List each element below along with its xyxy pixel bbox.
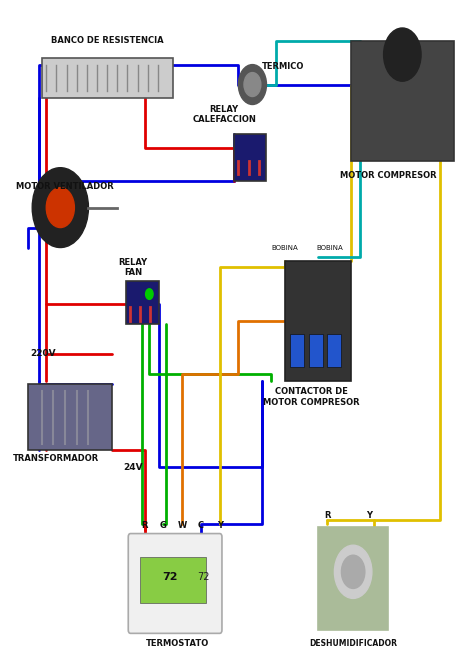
Text: C: C (198, 521, 204, 530)
Text: BANCO DE RESISTENCIA: BANCO DE RESISTENCIA (51, 35, 164, 45)
Bar (27, 384, 112, 450)
Bar (328, 334, 341, 367)
Bar (285, 261, 351, 381)
Text: W: W (177, 521, 187, 530)
FancyBboxPatch shape (128, 534, 222, 633)
Bar (126, 281, 159, 324)
Bar (309, 334, 323, 367)
Text: BOBINA: BOBINA (272, 245, 299, 251)
Text: G: G (160, 521, 167, 530)
Circle shape (146, 289, 153, 299)
Text: TRANSFORMADOR: TRANSFORMADOR (12, 454, 99, 463)
Bar (234, 134, 266, 181)
Text: MOTOR COMPRESOR: MOTOR COMPRESOR (340, 171, 437, 180)
Circle shape (32, 168, 89, 248)
Text: Y: Y (366, 511, 373, 520)
Text: 220V: 220V (30, 349, 55, 359)
Bar (290, 334, 304, 367)
Text: Y: Y (217, 521, 223, 530)
Circle shape (244, 73, 261, 96)
Text: RELAY
FAN: RELAY FAN (118, 258, 147, 277)
Text: CONTACTOR DE
MOTOR COMPRESOR: CONTACTOR DE MOTOR COMPRESOR (263, 387, 359, 407)
Text: R: R (324, 511, 331, 520)
Bar (140, 557, 206, 603)
Text: TERMICO: TERMICO (262, 62, 304, 71)
Text: DESHUMIDIFICADOR: DESHUMIDIFICADOR (309, 639, 397, 648)
Bar (42, 58, 173, 98)
Circle shape (383, 28, 421, 81)
Bar (351, 41, 454, 161)
Text: R: R (141, 521, 148, 530)
Circle shape (46, 188, 74, 228)
Circle shape (341, 555, 365, 589)
Bar (318, 527, 388, 630)
Text: 24V: 24V (124, 462, 143, 472)
Text: 72: 72 (163, 572, 178, 582)
Text: MOTOR VENTILADOR: MOTOR VENTILADOR (16, 182, 114, 191)
Text: RELAY
CALEFACCION: RELAY CALEFACCION (192, 105, 256, 124)
Text: BOBINA: BOBINA (316, 245, 343, 251)
Circle shape (238, 65, 266, 104)
Circle shape (334, 545, 372, 599)
Text: 72: 72 (197, 572, 210, 582)
Text: TERMOSTATO: TERMOSTATO (146, 639, 209, 648)
